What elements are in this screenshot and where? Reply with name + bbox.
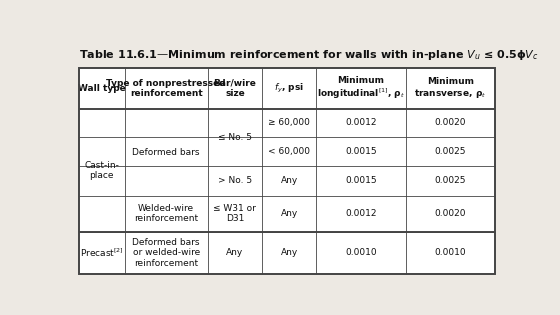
Text: ≤ W31 or
D31: ≤ W31 or D31: [213, 204, 256, 223]
Text: > No. 5: > No. 5: [218, 176, 252, 185]
Text: 0.0012: 0.0012: [345, 209, 377, 218]
Text: 0.0025: 0.0025: [435, 146, 466, 156]
Text: < 60,000: < 60,000: [268, 146, 310, 156]
Text: Any: Any: [281, 248, 298, 257]
Text: Minimum
longitudinal$^{[1]}$, ρ$_t$: Minimum longitudinal$^{[1]}$, ρ$_t$: [317, 76, 405, 101]
Text: Any: Any: [281, 209, 298, 218]
Bar: [78, 68, 495, 273]
Text: Any: Any: [226, 248, 244, 257]
Text: 0.0010: 0.0010: [345, 248, 377, 257]
Text: 0.0015: 0.0015: [345, 146, 377, 156]
Text: Any: Any: [281, 176, 298, 185]
Text: Bar/wire
size: Bar/wire size: [213, 79, 256, 98]
Bar: [78, 68, 495, 273]
Text: 0.0012: 0.0012: [345, 118, 377, 127]
Text: Cast-in-
place: Cast-in- place: [84, 161, 119, 180]
Text: Minimum
transverse, ρ$_t$: Minimum transverse, ρ$_t$: [414, 77, 487, 100]
Text: Type of nonprestressed
reinforcement: Type of nonprestressed reinforcement: [106, 79, 226, 98]
Text: ≤ No. 5: ≤ No. 5: [218, 133, 252, 142]
Text: 0.0020: 0.0020: [435, 209, 466, 218]
Text: $f_y$, psi: $f_y$, psi: [274, 82, 304, 95]
Text: 0.0010: 0.0010: [435, 248, 466, 257]
Text: Precast$^{[2]}$: Precast$^{[2]}$: [80, 246, 124, 259]
Text: Welded-wire
reinforcement: Welded-wire reinforcement: [134, 204, 198, 223]
Text: 0.0025: 0.0025: [435, 176, 466, 185]
Text: Deformed bars: Deformed bars: [132, 148, 200, 157]
Text: 0.0020: 0.0020: [435, 118, 466, 127]
Text: Wall type: Wall type: [78, 84, 125, 93]
Text: Table 11.6.1—Minimum reinforcement for walls with in-plane $V_u$ ≤ 0.5ϕ$V_c$: Table 11.6.1—Minimum reinforcement for w…: [78, 48, 538, 61]
Text: Deformed bars
or welded-wire
reinforcement: Deformed bars or welded-wire reinforceme…: [132, 238, 200, 267]
Text: ≥ 60,000: ≥ 60,000: [268, 118, 310, 127]
Text: 0.0015: 0.0015: [345, 176, 377, 185]
